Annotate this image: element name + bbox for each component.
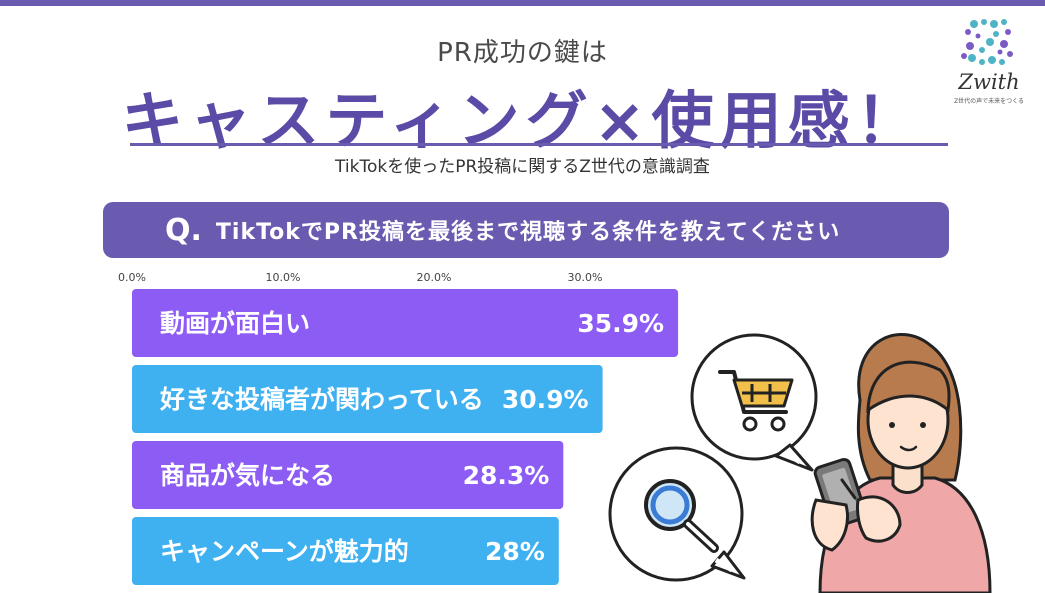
z-dot-cluster-logo-icon: [961, 19, 1013, 65]
bar: [132, 441, 564, 509]
bar-category-label: 好きな投稿者が関わっている: [159, 385, 484, 414]
search-speech-bubble: [608, 446, 746, 582]
question-text: TikTokでPR投稿を最後まで視聴する条件を教えてください: [215, 220, 841, 245]
bar: [132, 289, 679, 357]
top-accent-bar: [0, 0, 1045, 6]
bar: [132, 365, 603, 433]
survey-caption: TikTokを使ったPR投稿に関するZ世代の意識調査: [335, 157, 710, 177]
axis-tick-label: 30.0%: [568, 271, 603, 284]
bar-value-label: 30.9%: [502, 385, 589, 414]
axis-tick-label: 10.0%: [266, 271, 301, 284]
bar-category-label: 動画が面白い: [160, 309, 310, 338]
question-mark: Q.: [165, 212, 202, 248]
title-divider: [130, 143, 948, 146]
bar: [132, 517, 559, 585]
axis-tick-label: 20.0%: [417, 271, 452, 284]
bar-category-label: キャンペーンが魅力的: [160, 537, 409, 566]
question-banner: Q. TikTokでPR投稿を最後まで視聴する条件を教えてください: [103, 202, 949, 258]
bar-category-label: 商品が気になる: [160, 461, 335, 490]
woman-with-smartphone-icon: [810, 333, 992, 593]
page-subtitle: PR成功の鍵は: [437, 38, 608, 68]
cart-speech-bubble: [690, 333, 818, 472]
bar-value-label: 28%: [485, 537, 545, 566]
bar-value-label: 35.9%: [577, 309, 664, 338]
shopping-cart-icon: [718, 370, 794, 432]
axis-tick-label: 0.0%: [118, 271, 146, 284]
magnifier-icon: [644, 479, 719, 553]
bar-value-label: 28.3%: [463, 461, 550, 490]
zwith-logo: Zwith Z世代の声で未来をつくる: [946, 16, 1032, 106]
logo-name: Zwith: [958, 70, 1020, 94]
logo-tagline: Z世代の声で未来をつくる: [954, 98, 1024, 105]
